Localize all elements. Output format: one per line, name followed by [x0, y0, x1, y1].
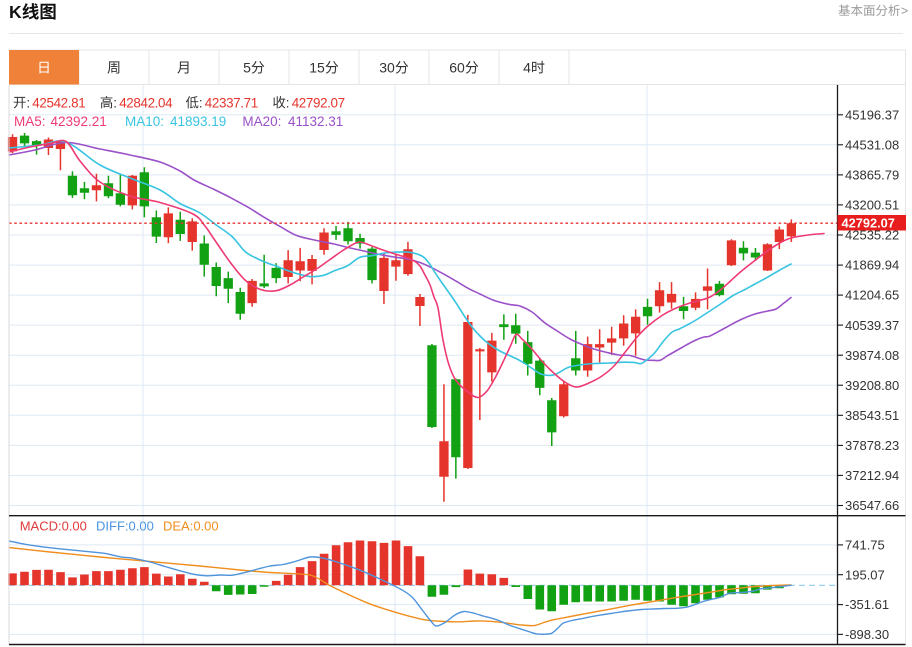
- svg-text:-898.30: -898.30: [845, 627, 889, 642]
- svg-text:MA20:: MA20:: [242, 114, 281, 129]
- svg-text:30: 30: [379, 60, 395, 76]
- svg-text:37212.94: 37212.94: [845, 468, 899, 483]
- svg-text:41893.19: 41893.19: [170, 114, 226, 129]
- svg-text:MA10:: MA10:: [125, 114, 164, 129]
- svg-text::: :: [199, 95, 203, 110]
- svg-text:43200.51: 43200.51: [845, 198, 899, 213]
- svg-text:K: K: [9, 2, 22, 22]
- svg-text:41869.94: 41869.94: [845, 258, 899, 273]
- svg-text:DIFF:0.00: DIFF:0.00: [96, 519, 154, 534]
- svg-text:42392.21: 42392.21: [51, 114, 107, 129]
- svg-text:>: >: [901, 4, 908, 18]
- svg-text:41132.31: 41132.31: [288, 114, 343, 129]
- svg-text::: :: [286, 95, 290, 110]
- svg-text:38543.51: 38543.51: [845, 408, 899, 423]
- svg-text::: :: [26, 95, 30, 110]
- svg-text:44531.08: 44531.08: [845, 137, 899, 152]
- svg-text:42792.07: 42792.07: [292, 95, 345, 110]
- svg-text:5: 5: [243, 60, 251, 76]
- svg-text:45196.37: 45196.37: [845, 107, 899, 122]
- svg-text:741.75: 741.75: [845, 538, 885, 553]
- svg-text:37878.23: 37878.23: [845, 438, 899, 453]
- svg-text:39208.80: 39208.80: [845, 378, 899, 393]
- svg-text:42535.22: 42535.22: [845, 228, 899, 243]
- svg-text:MA5:: MA5:: [14, 114, 46, 129]
- svg-text:195.07: 195.07: [845, 567, 885, 582]
- svg-text:39874.08: 39874.08: [845, 348, 899, 363]
- svg-text:MACD:0.00: MACD:0.00: [20, 519, 87, 534]
- svg-text:42542.81: 42542.81: [32, 95, 85, 110]
- svg-text:40539.37: 40539.37: [845, 318, 899, 333]
- svg-text:DEA:0.00: DEA:0.00: [163, 519, 219, 534]
- svg-text:42792.07: 42792.07: [842, 215, 895, 230]
- svg-text:42842.04: 42842.04: [119, 95, 173, 110]
- svg-text::: :: [113, 95, 117, 110]
- svg-text:-351.61: -351.61: [845, 597, 889, 612]
- svg-text:15: 15: [309, 60, 325, 76]
- svg-text:42337.71: 42337.71: [205, 95, 258, 110]
- svg-text:4: 4: [523, 60, 531, 76]
- svg-text:36547.66: 36547.66: [845, 498, 899, 513]
- svg-text:41204.65: 41204.65: [845, 288, 899, 303]
- svg-text:60: 60: [449, 60, 465, 76]
- svg-text:43865.79: 43865.79: [845, 168, 899, 183]
